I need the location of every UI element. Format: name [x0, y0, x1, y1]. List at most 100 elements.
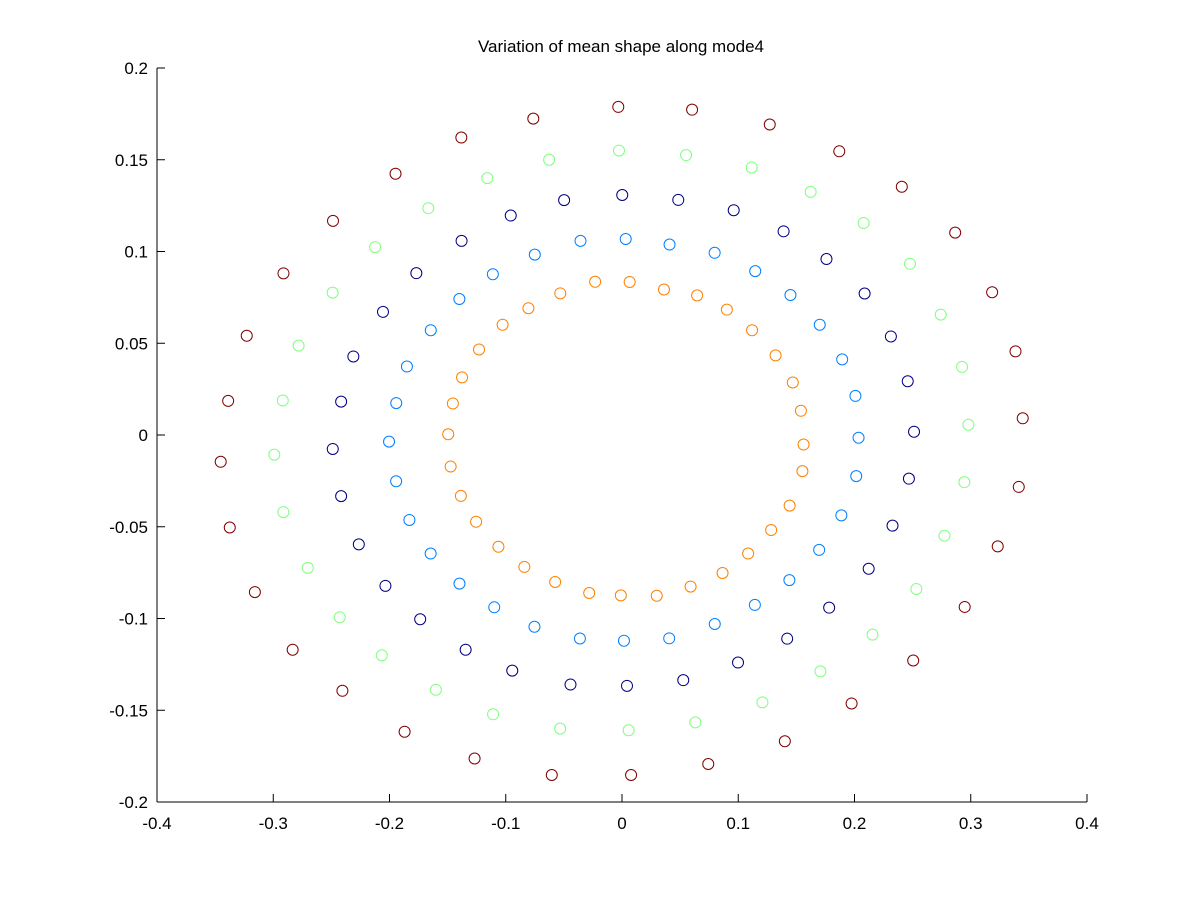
data-point: [214, 455, 227, 468]
data-point: [528, 620, 541, 633]
x-tick-label: -0.3: [259, 814, 288, 833]
data-point: [934, 308, 947, 321]
data-point: [938, 529, 951, 542]
data-point: [453, 293, 466, 306]
y-tick-label: 0.05: [115, 334, 148, 353]
data-point: [554, 287, 567, 300]
data-point: [677, 674, 690, 687]
data-point: [455, 131, 468, 144]
data-point: [429, 683, 442, 696]
y-tick-label: 0: [139, 426, 148, 445]
y-tick-label: 0.15: [115, 151, 148, 170]
data-point: [410, 267, 423, 280]
data-point: [623, 275, 636, 288]
data-point: [769, 349, 782, 362]
data-point: [442, 428, 455, 441]
data-point: [352, 538, 365, 551]
data-point: [745, 161, 758, 174]
data-point: [528, 248, 541, 261]
data-point: [326, 286, 339, 299]
data-point: [492, 540, 505, 553]
data-point: [742, 547, 755, 560]
data-point: [672, 193, 685, 206]
data-point: [689, 716, 702, 729]
x-tick-label: -0.4: [142, 814, 171, 833]
data-point: [686, 103, 699, 116]
series-4: [383, 233, 865, 647]
data-point: [617, 634, 630, 647]
data-point: [835, 509, 848, 522]
data-point: [910, 582, 923, 595]
data-point: [1012, 480, 1025, 493]
data-point: [375, 649, 388, 662]
data-point: [292, 339, 305, 352]
data-point: [422, 202, 435, 215]
data-point: [488, 601, 501, 614]
data-point: [732, 656, 745, 669]
data-point: [459, 643, 472, 656]
data-point: [716, 566, 729, 579]
data-point: [778, 735, 791, 748]
data-point: [958, 600, 971, 613]
data-point: [886, 519, 899, 532]
data-point: [884, 330, 897, 343]
data-point: [622, 724, 635, 737]
series-5: [442, 275, 810, 602]
data-point: [616, 188, 629, 201]
data-point: [866, 628, 879, 641]
data-point: [902, 472, 915, 485]
data-point: [574, 234, 587, 247]
data-point: [625, 769, 638, 782]
data-point: [763, 118, 776, 131]
points-layer: [214, 100, 1029, 782]
data-point: [222, 394, 235, 407]
data-point: [248, 586, 261, 599]
y-tick-label: -0.1: [119, 610, 148, 629]
data-point: [663, 632, 676, 645]
data-point: [852, 431, 865, 444]
data-point: [453, 577, 466, 590]
data-point: [286, 643, 299, 656]
data-point: [527, 112, 540, 125]
data-point: [619, 233, 632, 246]
data-point: [857, 217, 870, 230]
data-point: [473, 343, 486, 356]
data-point: [333, 611, 346, 624]
data-point: [414, 613, 427, 626]
data-point: [958, 476, 971, 489]
data-point: [240, 329, 253, 342]
data-point: [796, 465, 809, 478]
data-point: [390, 397, 403, 410]
data-point: [545, 769, 558, 782]
data-point: [986, 286, 999, 299]
data-point: [786, 376, 799, 389]
data-point: [814, 665, 827, 678]
data-point: [908, 425, 921, 438]
data-point: [813, 318, 826, 331]
y-tick-label: -0.15: [109, 701, 148, 720]
series-3: [326, 188, 921, 692]
data-point: [907, 654, 920, 667]
data-point: [650, 589, 663, 602]
data-point: [612, 144, 625, 157]
data-point: [765, 524, 778, 537]
data-point: [1009, 345, 1022, 358]
data-point: [991, 540, 1004, 553]
data-point: [663, 238, 676, 251]
x-tick-label: -0.2: [375, 814, 404, 833]
data-point: [781, 632, 794, 645]
data-point: [756, 696, 769, 709]
data-point: [850, 470, 863, 483]
data-point: [398, 725, 411, 738]
data-point: [794, 404, 807, 417]
data-point: [496, 318, 509, 331]
data-point: [727, 204, 740, 217]
data-point: [277, 267, 290, 280]
data-point: [845, 697, 858, 710]
data-point: [369, 241, 382, 254]
data-point: [335, 395, 348, 408]
data-point: [949, 226, 962, 239]
data-point: [543, 153, 556, 166]
data-point: [481, 172, 494, 185]
data-point: [400, 360, 413, 373]
